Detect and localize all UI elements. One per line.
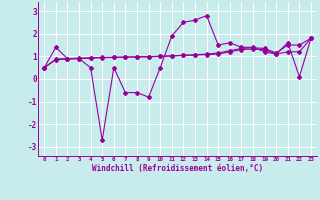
X-axis label: Windchill (Refroidissement éolien,°C): Windchill (Refroidissement éolien,°C): [92, 164, 263, 173]
